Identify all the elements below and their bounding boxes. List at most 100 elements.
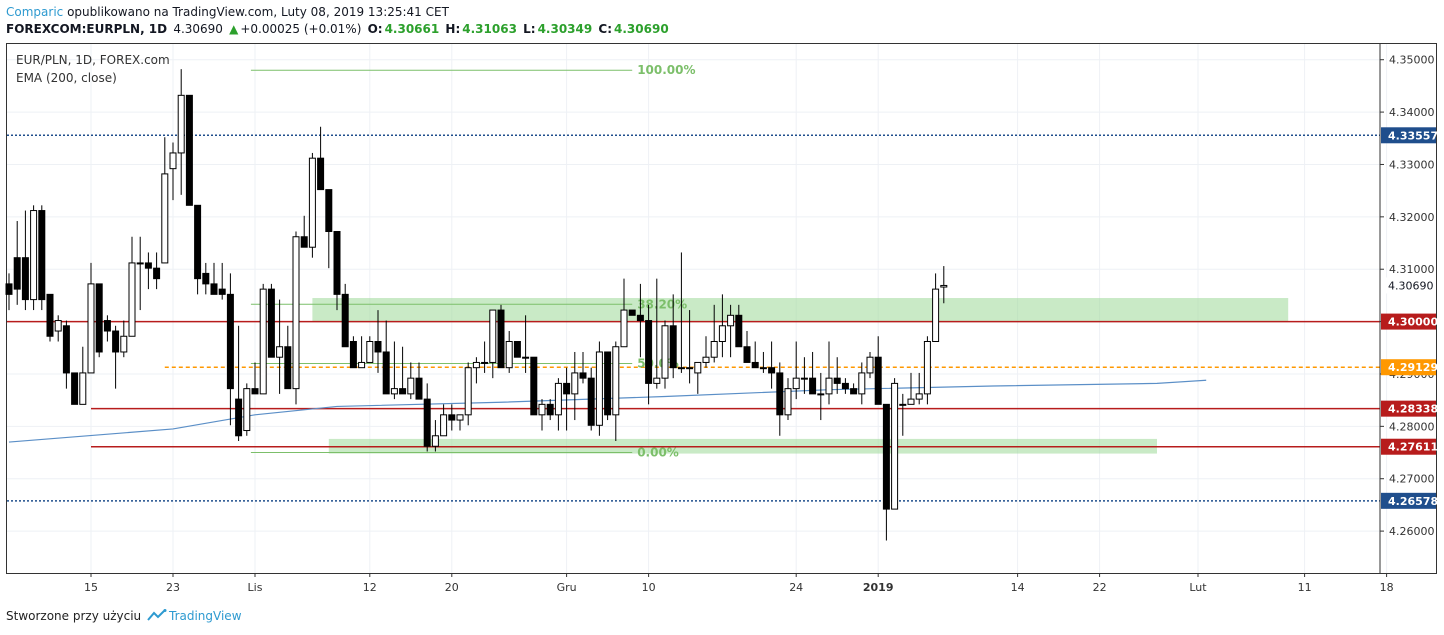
price-level-badge <box>1381 313 1436 330</box>
candle-body-up <box>825 377 833 395</box>
candle <box>661 320 669 389</box>
candle <box>341 283 349 348</box>
candle <box>743 331 751 363</box>
candle-body-down <box>382 351 390 395</box>
candle-body-down <box>415 377 423 400</box>
candle <box>300 215 308 248</box>
candle <box>407 362 415 400</box>
candle-body-up <box>79 372 87 405</box>
publish-line: Comparic opublikowano na TradingView.com… <box>6 5 449 19</box>
candle-body-down <box>874 356 882 405</box>
candle <box>505 331 513 373</box>
low-label: L: <box>523 22 536 36</box>
candle-body-up <box>464 367 472 416</box>
candle <box>710 304 718 363</box>
candle-body-up <box>259 288 267 395</box>
candle <box>161 137 169 264</box>
candle-body-up <box>505 340 513 369</box>
y-tick-label: 4.34000 <box>1389 106 1435 119</box>
close-label: C: <box>598 22 613 36</box>
candle-body-down <box>325 189 333 233</box>
candle-body-down <box>579 372 587 379</box>
candle-body-up <box>276 346 284 358</box>
candle-body-down <box>13 257 21 290</box>
candle-body-up <box>554 382 562 416</box>
candle-body-down <box>300 236 308 248</box>
candle-body-down <box>5 283 13 295</box>
candle <box>62 320 70 389</box>
legend-symbol: EUR/PLN, 1D, FOREX.com <box>16 53 170 67</box>
candle-body-down <box>62 325 70 374</box>
price-level-label: 4.27611 <box>1388 441 1438 454</box>
candle <box>513 340 521 358</box>
y-tick-label: 4.26000 <box>1389 525 1435 538</box>
x-tick-label: 11 <box>1298 581 1312 594</box>
candle <box>891 378 899 510</box>
footer: Stworzone przy użyciu TradingView <box>6 609 242 624</box>
x-tick-label: 12 <box>363 581 377 594</box>
candle-body-up <box>653 377 661 384</box>
candle-body-down <box>833 377 841 384</box>
candle <box>825 341 833 405</box>
candle <box>923 336 931 405</box>
y-tick-label: 4.35000 <box>1389 54 1435 67</box>
candle <box>489 309 497 379</box>
price-level-badge <box>1381 127 1436 144</box>
candle <box>218 262 226 300</box>
price-level-label: 4.33557 <box>1388 129 1438 142</box>
candle-body-down <box>210 283 218 295</box>
candle-body-up <box>727 314 735 327</box>
candle <box>882 403 890 541</box>
candle <box>907 372 915 405</box>
price-level-label: 4.26578 <box>1388 495 1438 508</box>
fib-level-label: 0.00% <box>637 446 679 460</box>
chart-frame[interactable] <box>6 43 1437 574</box>
candle <box>686 310 694 384</box>
candle <box>284 325 292 390</box>
candle-body-down <box>841 382 849 390</box>
candle-body-up <box>87 283 95 374</box>
author-name[interactable]: Comparic <box>6 5 64 19</box>
candle <box>128 236 136 337</box>
x-tick-label: Gru <box>557 581 577 594</box>
candle-body-down <box>628 309 636 316</box>
y-tick-label: 4.28000 <box>1389 420 1435 433</box>
candle-body-up <box>759 367 767 370</box>
candle <box>292 231 300 405</box>
tradingview-link[interactable]: TradingView <box>169 609 242 623</box>
x-tick-label: 15 <box>84 581 98 594</box>
candle <box>456 414 464 431</box>
high-label: H: <box>445 22 461 36</box>
current-price-badge <box>1381 277 1436 294</box>
x-tick-label: Lut <box>1189 581 1207 594</box>
candle <box>940 266 948 304</box>
candle-body-up <box>784 388 792 416</box>
candle-body-down <box>809 377 817 395</box>
candle-body-down <box>235 398 243 437</box>
low-value: 4.30349 <box>537 22 593 36</box>
candle-body-up <box>907 398 915 405</box>
candle <box>718 294 726 358</box>
candle-body-down <box>153 267 161 280</box>
candle-body-down <box>604 351 612 416</box>
candle-body-up <box>440 414 448 437</box>
candle <box>604 351 612 421</box>
candle-body-up <box>407 377 415 395</box>
candle-body-up <box>243 388 251 432</box>
candle-body-down <box>267 288 275 358</box>
candle-body-down <box>103 320 111 332</box>
x-tick-label: 2019 <box>863 581 894 594</box>
candle <box>735 304 743 348</box>
candle <box>759 351 767 373</box>
candle-body-up <box>472 361 480 369</box>
candle <box>358 336 366 369</box>
candle-body-down <box>194 204 202 280</box>
candle <box>431 420 439 452</box>
fib-level-label: 38.20% <box>637 297 687 311</box>
candle-body-up <box>891 382 899 510</box>
candle-body-up <box>571 372 579 395</box>
candle <box>694 361 702 394</box>
x-tick-label: 18 <box>1380 581 1394 594</box>
candle <box>874 336 882 405</box>
